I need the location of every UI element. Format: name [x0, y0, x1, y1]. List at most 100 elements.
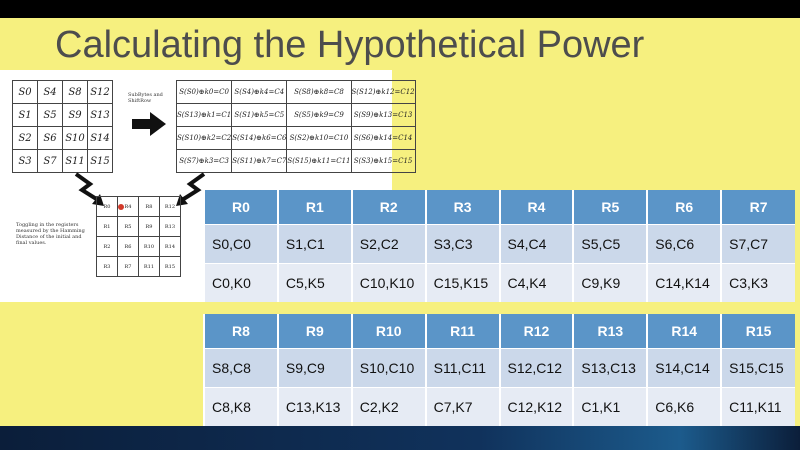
table-cell: C11,K11	[720, 387, 795, 426]
column-header: R1	[276, 190, 352, 225]
toggle-marker	[118, 204, 124, 210]
register-cell: R6	[117, 236, 139, 257]
table-cell: S2,C2	[350, 224, 426, 264]
table-cell: S3,C3	[424, 224, 500, 264]
column-header: R3	[424, 190, 500, 225]
table-cell: C12,K12	[498, 387, 574, 426]
column-header: R10	[350, 314, 426, 349]
state-cell: S0	[12, 80, 38, 104]
slide: Calculating the Hypothetical Power S0 S4 S…	[0, 18, 800, 432]
table-cell: C5,K5	[276, 263, 352, 302]
table-cell: S5,C5	[572, 224, 648, 264]
table-cell: S15,C15	[720, 348, 795, 388]
state-cell: S12	[87, 80, 113, 104]
table-cell: C15,K15	[424, 263, 500, 302]
register-cell: R11	[138, 256, 160, 277]
table-cell: C10,K10	[350, 263, 426, 302]
table-cell: C9,K9	[572, 263, 648, 302]
register-cell: R15	[159, 256, 181, 277]
state-cell: S8	[62, 80, 88, 104]
column-header: R4	[498, 190, 574, 225]
table-header-row: R8 R9 R10 R11 R12 R13 R14 R15	[203, 314, 795, 349]
table-cell: S1,C1	[276, 224, 352, 264]
table-cell: C8,K8	[203, 387, 278, 426]
column-header: R13	[572, 314, 648, 349]
table-cell: C2,K2	[350, 387, 426, 426]
table-cell: C1,K1	[572, 387, 648, 426]
state-cell: S11	[62, 149, 88, 173]
column-header: R15	[720, 314, 795, 349]
state-grid: S0 S4 S8 S12 S1 S5 S9 S13 S2 S6 S10 S14 S3 S7 S11 S1…	[12, 80, 113, 173]
toggle-caption: Toggling in the registers measured by th…	[16, 222, 85, 246]
cipher-cell: S(S14)⊕k6=C6	[231, 126, 288, 150]
column-header: R7	[720, 190, 795, 225]
register-cell: R10	[138, 236, 160, 257]
state-cell: S13	[87, 103, 113, 127]
register-cell: R5	[117, 216, 139, 237]
column-header: R2	[350, 190, 426, 225]
cipher-grid: S(S0)⊕k0=C0 S(S4)⊕k4=C4 S(S8)⊕k8=C8 S(S12)⊕…	[175, 80, 416, 173]
table-cell: C0,K0	[203, 263, 278, 302]
cipher-cell: S(S9)⊕k13=C13	[350, 103, 416, 127]
table-cell: S6,C6	[646, 224, 722, 264]
footer-band	[0, 426, 800, 450]
column-header: R11	[424, 314, 500, 349]
cipher-cell: S(S15)⊕k11=C11	[286, 149, 352, 173]
state-cell: S14	[87, 126, 113, 150]
register-cell: R0	[96, 196, 118, 217]
table-header-row: R0 R1 R2 R3 R4 R5 R6 R7	[203, 190, 795, 225]
state-cell: S10	[62, 126, 88, 150]
register-cell: R8	[138, 196, 160, 217]
cipher-cell: S(S8)⊕k8=C8	[286, 80, 352, 104]
table-cell: C4,K4	[498, 263, 574, 302]
table-cell: S14,C14	[646, 348, 722, 388]
register-cell: R1	[96, 216, 118, 237]
table-cell: S10,C10	[350, 348, 426, 388]
cipher-cell: S(S13)⊕k1=C1	[175, 103, 233, 127]
register-cell: R2	[96, 236, 118, 257]
state-cell: S1	[12, 103, 38, 127]
register-cell: R9	[138, 216, 160, 237]
table-row: C0,K0 C5,K5 C10,K10 C15,K15 C4,K4 C9,K9 …	[203, 263, 795, 302]
table-cell: S7,C7	[720, 224, 795, 264]
cipher-cell: S(S12)⊕k12=C12	[350, 80, 416, 104]
table-cell: S12,C12	[498, 348, 574, 388]
cipher-cell: S(S10)⊕k2=C2	[175, 126, 233, 150]
state-cell: S3	[12, 149, 38, 173]
table-cell: S0,C0	[203, 224, 278, 264]
column-header: R6	[646, 190, 722, 225]
table-cell: C14,K14	[646, 263, 722, 302]
table-cell: C13,K13	[276, 387, 352, 426]
state-cell: S6	[37, 126, 63, 150]
state-cell: S9	[62, 103, 88, 127]
cipher-cell: S(S2)⊕k10=C10	[286, 126, 352, 150]
table-cell: S9,C9	[276, 348, 352, 388]
register-table-r8-r15: R8 R9 R10 R11 R12 R13 R14 R15 S8,C8 S9,C…	[203, 314, 795, 426]
column-header: R8	[203, 314, 278, 349]
state-cell: S2	[12, 126, 38, 150]
table-cell: C3,K3	[720, 263, 795, 302]
cipher-cell: S(S1)⊕k5=C5	[231, 103, 288, 127]
table-cell: S8,C8	[203, 348, 278, 388]
column-header: R14	[646, 314, 722, 349]
table-row: S0,C0 S1,C1 S2,C2 S3,C3 S4,C4 S5,C5 S6,C…	[203, 224, 795, 264]
register-cell: R14	[159, 236, 181, 257]
register-cell: R7	[117, 256, 139, 277]
table-cell: S13,C13	[572, 348, 648, 388]
table-row: C8,K8 C13,K13 C2,K2 C7,K7 C12,K12 C1,K1 …	[203, 387, 795, 426]
register-grid: R0 R4 R8 R12 R1 R5 R9 R13 R2 R6 R10 R14 R3 R7 R11 R1…	[96, 196, 181, 277]
cipher-cell: S(S11)⊕k7=C7	[231, 149, 288, 173]
cipher-cell: S(S3)⊕k15=C15	[350, 149, 416, 173]
aes-figure: S0 S4 S8 S12 S1 S5 S9 S13 S2 S6 S10 S14 S3 S7 S11 S1…	[0, 70, 416, 302]
register-table-r0-r7: R0 R1 R2 R3 R4 R5 R6 R7 S0,C0 S1,C1 S2,C…	[203, 190, 795, 302]
table-cell: C7,K7	[424, 387, 500, 426]
register-cell: R13	[159, 216, 181, 237]
column-header: R9	[276, 314, 352, 349]
cipher-cell: S(S5)⊕k9=C9	[286, 103, 352, 127]
cipher-cell: S(S0)⊕k0=C0	[175, 80, 233, 104]
state-cell: S4	[37, 80, 63, 104]
column-header: R5	[572, 190, 648, 225]
cipher-cell: S(S7)⊕k3=C3	[175, 149, 233, 173]
state-cell: S7	[37, 149, 63, 173]
cipher-cell: S(S6)⊕k14=C14	[350, 126, 416, 150]
